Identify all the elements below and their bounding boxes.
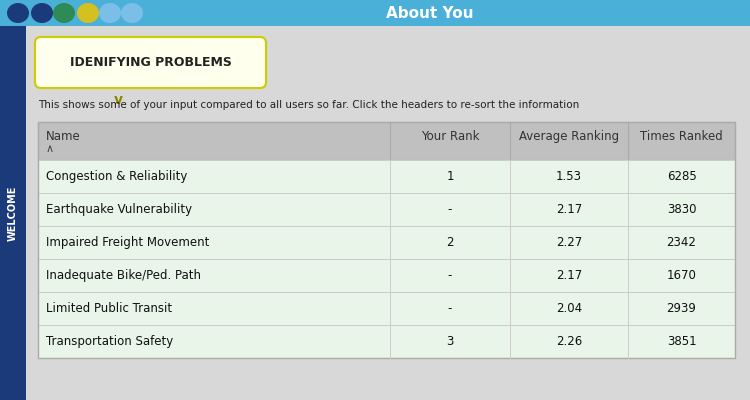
Text: This shows some of your input compared to all users so far. Click the headers to: This shows some of your input compared t… xyxy=(38,100,579,110)
Text: About You: About You xyxy=(386,6,474,20)
Ellipse shape xyxy=(53,3,75,23)
Bar xyxy=(0,26,26,400)
Text: ∧: ∧ xyxy=(46,144,54,154)
Text: Congestion & Reliability: Congestion & Reliability xyxy=(46,170,188,183)
Text: Transportation Safety: Transportation Safety xyxy=(46,335,173,348)
Text: Inadequate Bike/Ped. Path: Inadequate Bike/Ped. Path xyxy=(46,269,201,282)
Ellipse shape xyxy=(77,3,99,23)
Bar xyxy=(38,259,735,292)
Ellipse shape xyxy=(7,3,29,23)
Bar xyxy=(0,0,750,26)
Ellipse shape xyxy=(121,3,143,23)
Text: Times Ranked: Times Ranked xyxy=(640,130,723,143)
Text: 2342: 2342 xyxy=(667,236,697,249)
Text: 2: 2 xyxy=(446,236,454,249)
Text: -: - xyxy=(448,302,452,315)
Text: v: v xyxy=(113,93,122,107)
Text: Name: Name xyxy=(46,130,81,143)
Text: 1: 1 xyxy=(446,170,454,183)
Text: Average Ranking: Average Ranking xyxy=(519,130,619,143)
Text: IDENIFYING PROBLEMS: IDENIFYING PROBLEMS xyxy=(70,56,232,69)
Text: 6285: 6285 xyxy=(667,170,696,183)
Bar xyxy=(38,292,735,325)
Text: Earthquake Vulnerability: Earthquake Vulnerability xyxy=(46,203,192,216)
Text: 3851: 3851 xyxy=(667,335,696,348)
Text: 2.17: 2.17 xyxy=(556,269,582,282)
Text: Limited Public Transit: Limited Public Transit xyxy=(46,302,172,315)
Bar xyxy=(38,122,735,358)
Bar xyxy=(38,226,735,259)
Text: 2.17: 2.17 xyxy=(556,203,582,216)
Text: Impaired Freight Movement: Impaired Freight Movement xyxy=(46,236,209,249)
Bar xyxy=(38,193,735,226)
Text: 2.27: 2.27 xyxy=(556,236,582,249)
Text: WELCOME: WELCOME xyxy=(8,185,18,241)
Bar xyxy=(38,122,735,160)
Bar xyxy=(38,325,735,358)
Text: Your Rank: Your Rank xyxy=(421,130,479,143)
Text: 3: 3 xyxy=(446,335,454,348)
FancyBboxPatch shape xyxy=(35,37,266,88)
Text: 2.26: 2.26 xyxy=(556,335,582,348)
Text: 3830: 3830 xyxy=(667,203,696,216)
Ellipse shape xyxy=(31,3,53,23)
Bar xyxy=(38,160,735,193)
Text: 1670: 1670 xyxy=(667,269,697,282)
Text: 1.53: 1.53 xyxy=(556,170,582,183)
Text: -: - xyxy=(448,269,452,282)
Text: 2939: 2939 xyxy=(667,302,697,315)
Text: 2.04: 2.04 xyxy=(556,302,582,315)
Text: -: - xyxy=(448,203,452,216)
Ellipse shape xyxy=(99,3,121,23)
